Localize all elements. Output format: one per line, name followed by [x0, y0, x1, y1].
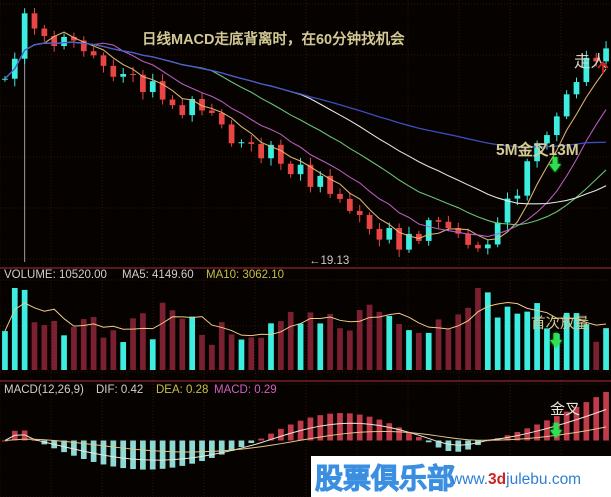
svg-text:股票俱乐部: 股票俱乐部 — [315, 463, 455, 494]
svg-text:首次放量: 首次放量 — [531, 315, 589, 332]
svg-text:VOLUME: 10520.00: VOLUME: 10520.00 — [4, 269, 107, 281]
svg-text:www.3djulebu.com: www.3djulebu.com — [450, 471, 581, 488]
svg-text:DIF: 0.42: DIF: 0.42 — [96, 384, 143, 396]
svg-text:MA10: 3062.10: MA10: 3062.10 — [206, 269, 284, 281]
svg-text:MACD: 0.29: MACD: 0.29 — [214, 384, 277, 396]
svg-text:←19.13: ←19.13 — [309, 255, 349, 267]
svg-text:5M金叉13M: 5M金叉13M — [496, 140, 579, 159]
svg-text:走人: 走人 — [574, 52, 607, 71]
svg-text:MACD(12,26,9): MACD(12,26,9) — [4, 384, 84, 396]
svg-text:DEA: 0.28: DEA: 0.28 — [156, 384, 208, 396]
svg-text:MA5: 4149.60: MA5: 4149.60 — [122, 269, 194, 281]
svg-text:金叉: 金叉 — [550, 401, 580, 418]
svg-text:日线MACD走底背离时，在60分钟找机会: 日线MACD走底背离时，在60分钟找机会 — [142, 30, 405, 48]
